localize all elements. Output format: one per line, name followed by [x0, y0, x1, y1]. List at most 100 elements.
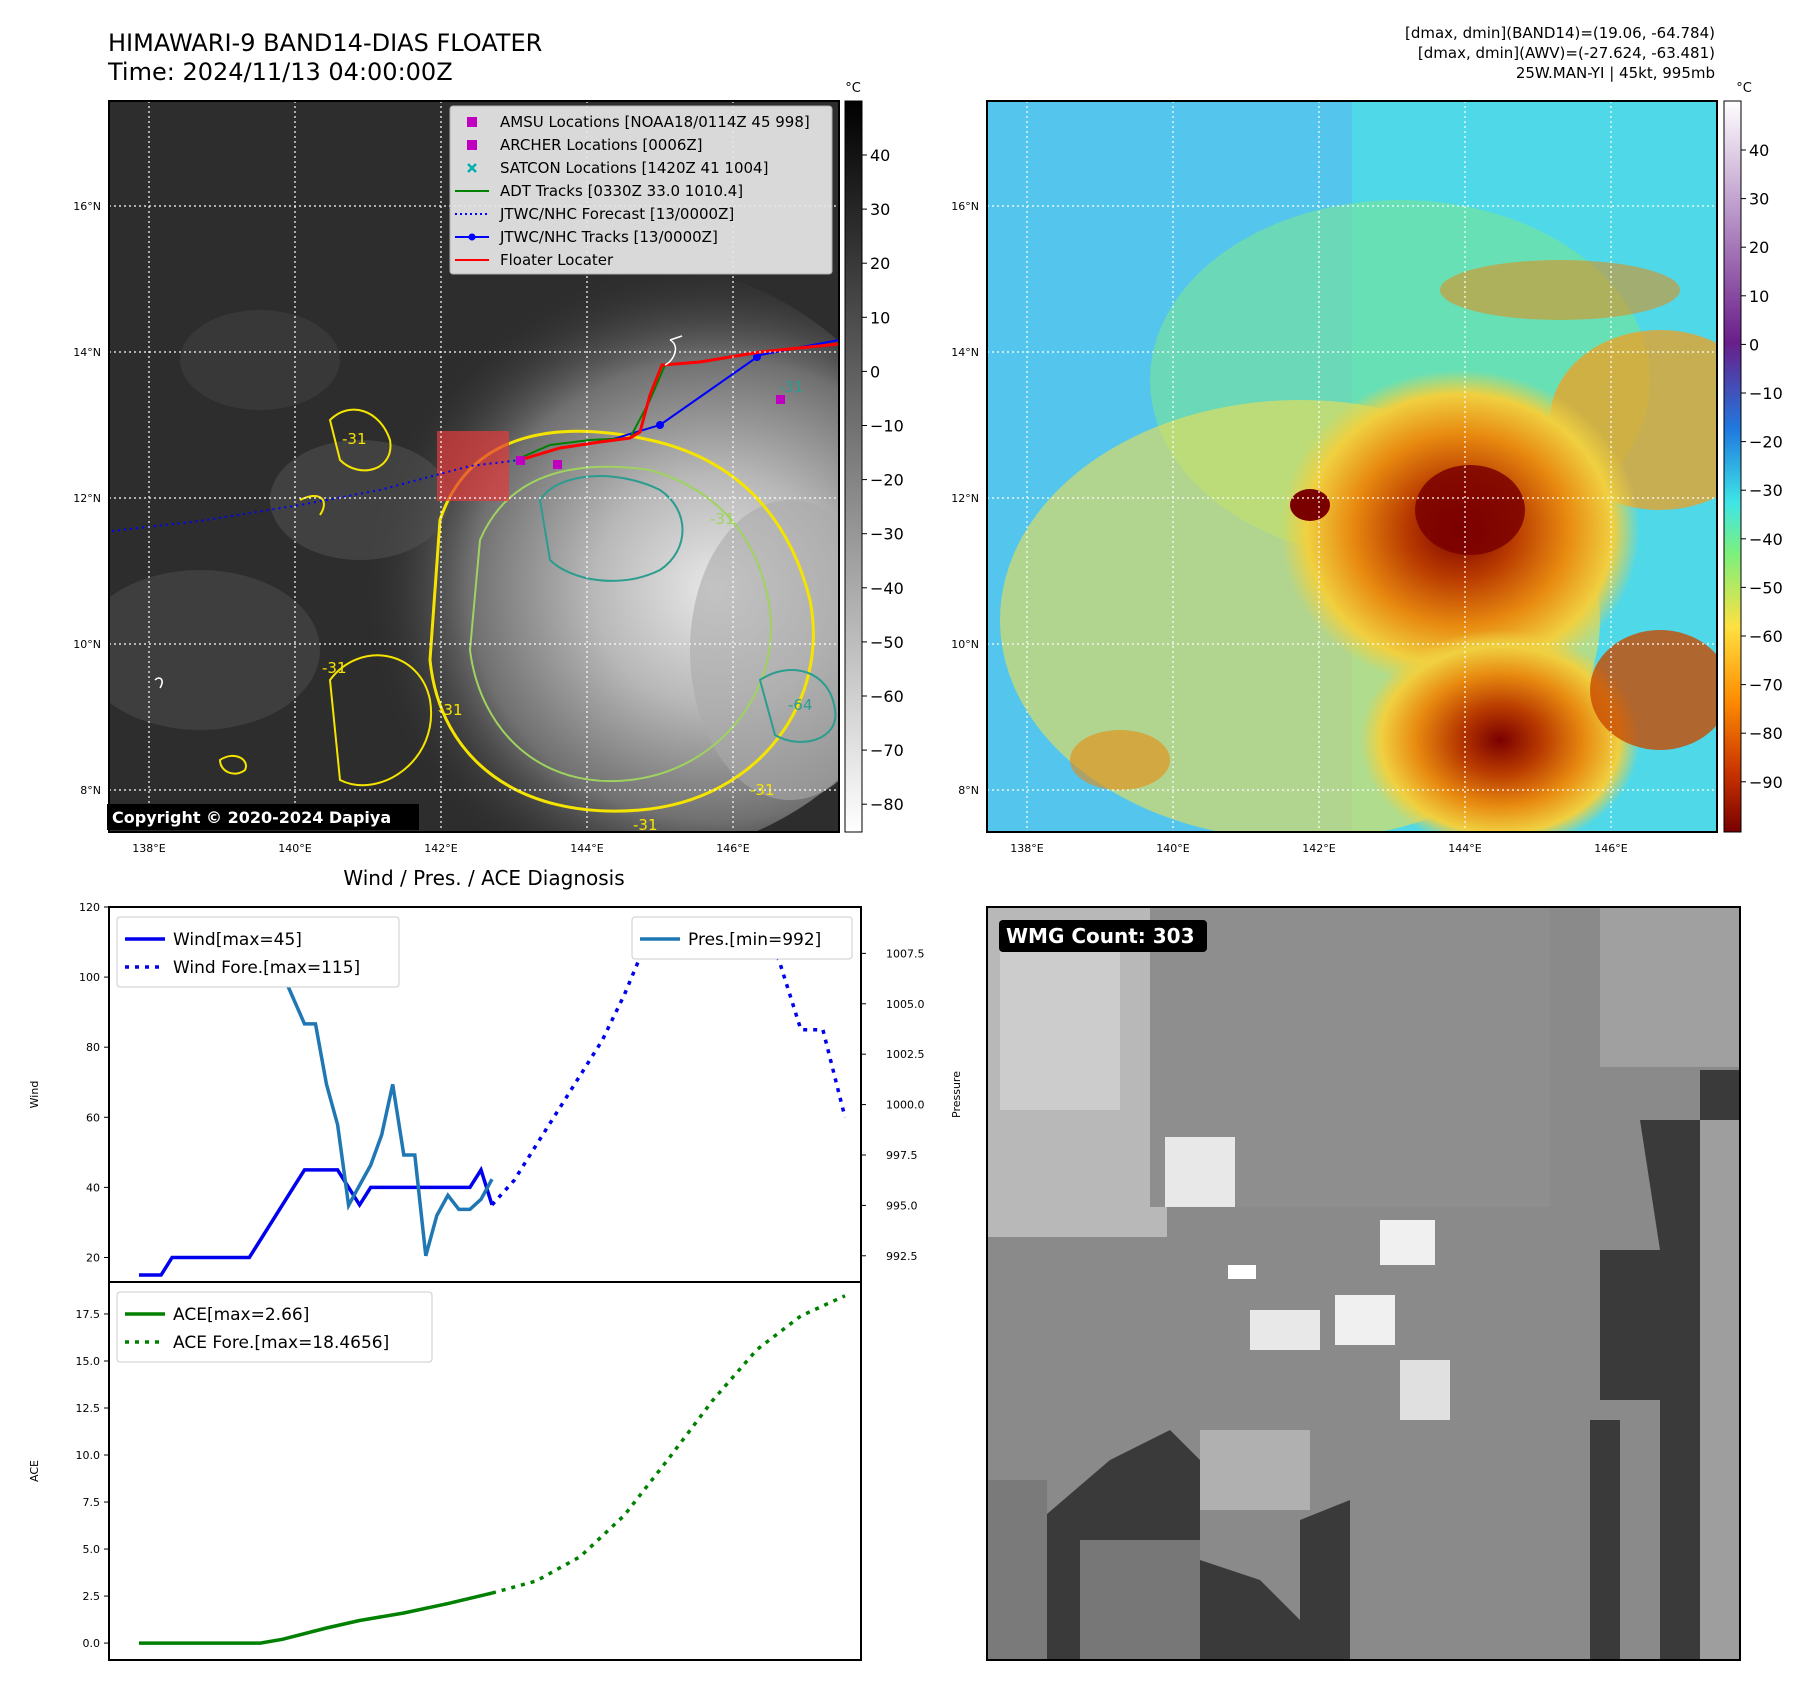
colorbar-tick-label: −20: [870, 471, 904, 490]
coastline: [154, 677, 163, 689]
y-tick-label: 17.5: [76, 1308, 101, 1321]
awv-colorbar-ticks: 40 30 20 10 0 −10 −20 −30 −40 −50 −60 −70 −80 −90: [1741, 141, 1783, 792]
y-right-tick-label: 1007.5: [886, 947, 925, 960]
lat-tick-label: 8°N: [958, 784, 979, 797]
colorbar-tick-label: −50: [870, 633, 904, 652]
y-tick-label: 100: [79, 971, 100, 984]
contour-label: -31: [633, 816, 658, 834]
colorbar-tick-label: 0: [870, 362, 880, 381]
y-tick-label: 2.5: [83, 1590, 101, 1603]
lon-tick-label: 146°E: [1594, 842, 1627, 855]
lat-tick-label: 10°N: [73, 638, 101, 651]
colorbar-tick-label: 20: [870, 254, 890, 273]
lon-tick-label: 144°E: [1448, 842, 1481, 855]
chart-legend-box: [116, 1291, 433, 1363]
ir-colorbar: [844, 100, 863, 833]
colorbar-tick-label: −20: [1749, 433, 1783, 452]
y-tick-label: 12.5: [76, 1402, 101, 1415]
lon-tick-label: 142°E: [424, 842, 457, 855]
ir-imagery: -31 -31 -31 -31 -64 -31 -31 -31: [109, 101, 839, 834]
awv-map-frame: [986, 100, 1718, 833]
colorbar-tick-label: 20: [1749, 238, 1769, 257]
legend-label: JTWC/NHC Forecast [13/0000Z]: [499, 205, 734, 223]
ir-lat-ticks: 16°N 14°N 12°N 10°N 8°N: [73, 200, 101, 797]
lat-tick-label: 10°N: [951, 638, 979, 651]
y-tick-label: 120: [79, 901, 100, 914]
ir-colorbar-unit: °C: [845, 81, 861, 96]
y-right-tick-label: 997.5: [886, 1149, 918, 1162]
diagnosis-title: Wind / Pres. / ACE Diagnosis: [343, 866, 624, 890]
y-tick-label: 10.0: [76, 1449, 101, 1462]
colorbar-tick-label: −60: [870, 687, 904, 706]
ace-chart: 0.0 2.5 5.0 7.5 10.0 12.5 15.0 17.5 ACE ACE[max=2…: [28, 1281, 862, 1661]
ir-lon-ticks: 138°E 140°E 142°E 144°E 146°E: [132, 842, 749, 855]
colorbar-tick-label: −10: [1749, 384, 1783, 403]
lat-tick-label: 12°N: [73, 492, 101, 505]
chart-legend-label: Wind[max=45]: [173, 930, 302, 950]
awv-colorbar: [1723, 100, 1742, 833]
colorbar-tick-label: −70: [1749, 676, 1783, 695]
y-tick-label: 0.0: [83, 1637, 101, 1650]
ir-colorbar-ticks: 40 30 20 10 0 −10 −20 −30 −40 −50 −60 −70 −80: [862, 146, 904, 814]
y-tick-label: 7.5: [83, 1496, 101, 1509]
colorbar-tick-label: 30: [870, 200, 890, 219]
wmg-count-badge: [999, 920, 1207, 952]
contour-label: -64: [788, 696, 813, 714]
contour-label: -31: [438, 701, 463, 719]
colorbar-tick-label: −70: [870, 741, 904, 760]
chart-legend-label: ACE Fore.[max=18.4656]: [173, 1333, 389, 1353]
legend-label: SATCON Locations [1420Z 41 1004]: [500, 159, 768, 177]
wind-pressure-chart: 20 40 60 80 100 120 Wind 992.5 995.0 997.5 1000.0 1…: [28, 901, 963, 1283]
wmg-frame: [986, 906, 1741, 1661]
colorbar-tick-label: −90: [1749, 773, 1783, 792]
lat-tick-label: 14°N: [73, 346, 101, 359]
lat-tick-label: 8°N: [80, 784, 101, 797]
y-right-tick-label: 992.5: [886, 1250, 918, 1263]
lat-tick-label: 12°N: [951, 492, 979, 505]
contour-label: -31: [779, 378, 804, 396]
awv-map-panel: 138°E 140°E 142°E 144°E 146°E 16°N 14°N 12°N 10…: [951, 81, 1783, 855]
colorbar-tick-label: −80: [1749, 724, 1783, 743]
ir-map-panel: -31 -31 -31 -31 -64 -31 -31 -31 138°E 140…: [73, 81, 904, 855]
legend-label: JTWC/NHC Tracks [13/0000Z]: [499, 228, 718, 246]
amsu-location-marker: [516, 456, 525, 465]
legend-box: [449, 105, 833, 275]
amsu-location-marker: [776, 395, 785, 404]
awv-colorbar-unit: °C: [1736, 81, 1752, 96]
lat-tick-label: 16°N: [951, 200, 979, 213]
y-tick-label: 20: [86, 1251, 100, 1264]
chart-legend-label: ACE[max=2.66]: [173, 1305, 309, 1325]
wmg-imagery: [987, 907, 1740, 1660]
colorbar-tick-label: 10: [1749, 287, 1769, 306]
y-right-tick-label: 1005.0: [886, 998, 925, 1011]
info-band14: [dmax, dmin](BAND14)=(19.06, -64.784): [1405, 24, 1715, 42]
awv-lon-ticks: 138°E 140°E 142°E 144°E 146°E: [1010, 842, 1627, 855]
y-axis-label: Wind: [28, 1081, 41, 1109]
jtwc-track-point: [656, 421, 664, 429]
series-line: [139, 1591, 493, 1645]
legend-marker: [467, 163, 477, 173]
series-line: [490, 922, 847, 1207]
floater-locater-line: [519, 342, 839, 462]
lon-tick-label: 144°E: [570, 842, 603, 855]
figure-title: HIMAWARI-9 BAND14-DIAS FLOATER: [108, 29, 542, 57]
y-right-axis-label: Pressure: [950, 1071, 963, 1118]
colorbar-tick-label: −80: [870, 795, 904, 814]
colorbar-tick-label: 40: [870, 146, 890, 165]
lat-tick-label: 16°N: [73, 200, 101, 213]
chart-legend-box: [116, 916, 400, 988]
lon-tick-label: 138°E: [1010, 842, 1043, 855]
awv-imagery: [987, 101, 1717, 832]
chart-legend-box: [631, 916, 853, 960]
info-storm: 25W.MAN-YI | 45kt, 995mb: [1516, 64, 1715, 82]
legend-marker: [468, 233, 476, 241]
coastline: [669, 335, 683, 341]
colorbar-tick-label: 40: [1749, 141, 1769, 160]
forecast-track-line: [111, 459, 521, 532]
colorbar-tick-label: −10: [870, 417, 904, 436]
wmg-panel: WMG Count: 303: [986, 906, 1741, 1661]
colorbar-tick-label: −40: [1749, 530, 1783, 549]
lon-tick-label: 140°E: [278, 842, 311, 855]
ir-map-legend: AMSU Locations [NOAA18/0114Z 45 998] ARCH…: [449, 105, 833, 275]
